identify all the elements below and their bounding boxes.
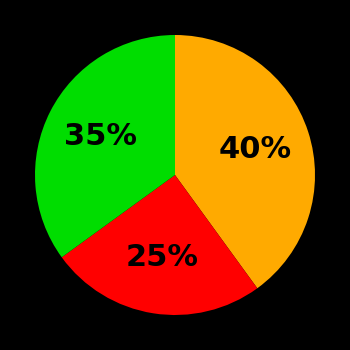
Wedge shape <box>35 35 175 257</box>
Wedge shape <box>175 35 315 288</box>
Wedge shape <box>62 175 257 315</box>
Text: 25%: 25% <box>125 244 198 272</box>
Text: 40%: 40% <box>218 134 292 163</box>
Text: 35%: 35% <box>64 122 136 151</box>
